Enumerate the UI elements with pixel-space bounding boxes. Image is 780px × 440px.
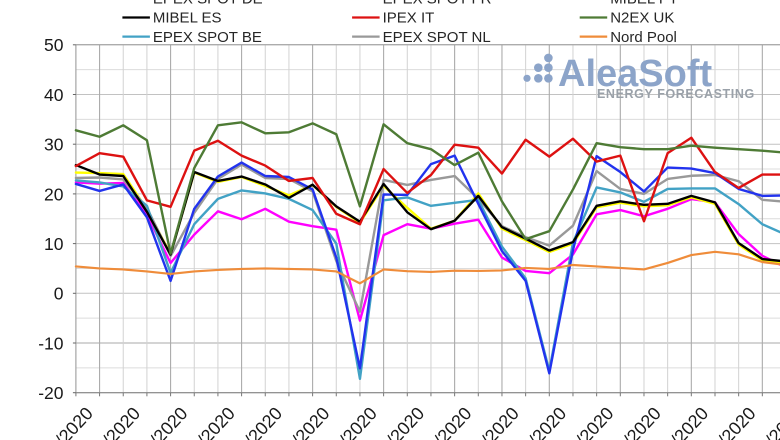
svg-text:-20: -20 xyxy=(38,383,64,403)
svg-text:30: 30 xyxy=(44,135,64,155)
svg-text:AleaSoft: AleaSoft xyxy=(558,53,712,95)
svg-text:40: 40 xyxy=(44,85,64,105)
svg-text:EPEX SPOT BE: EPEX SPOT BE xyxy=(153,29,262,46)
svg-text:IPEX IT: IPEX IT xyxy=(383,10,435,27)
svg-text:N2EX UK: N2EX UK xyxy=(610,10,674,27)
svg-text:0: 0 xyxy=(54,284,64,304)
svg-text:MIBEL PT: MIBEL PT xyxy=(610,0,678,8)
svg-text:10: 10 xyxy=(44,234,64,254)
svg-text:-10: -10 xyxy=(38,333,64,353)
svg-text:EPEX SPOT DE: EPEX SPOT DE xyxy=(153,0,263,8)
svg-text:50: 50 xyxy=(44,35,64,55)
svg-text:EPEX SPOT NL: EPEX SPOT NL xyxy=(383,29,491,46)
svg-text:ENERGY FORECASTING: ENERGY FORECASTING xyxy=(597,87,755,101)
svg-text:MIBEL ES: MIBEL ES xyxy=(153,10,222,27)
svg-text:Nord Pool: Nord Pool xyxy=(610,29,677,46)
svg-text:EPEX SPOT FR: EPEX SPOT FR xyxy=(383,0,492,8)
svg-text:20: 20 xyxy=(44,184,64,204)
